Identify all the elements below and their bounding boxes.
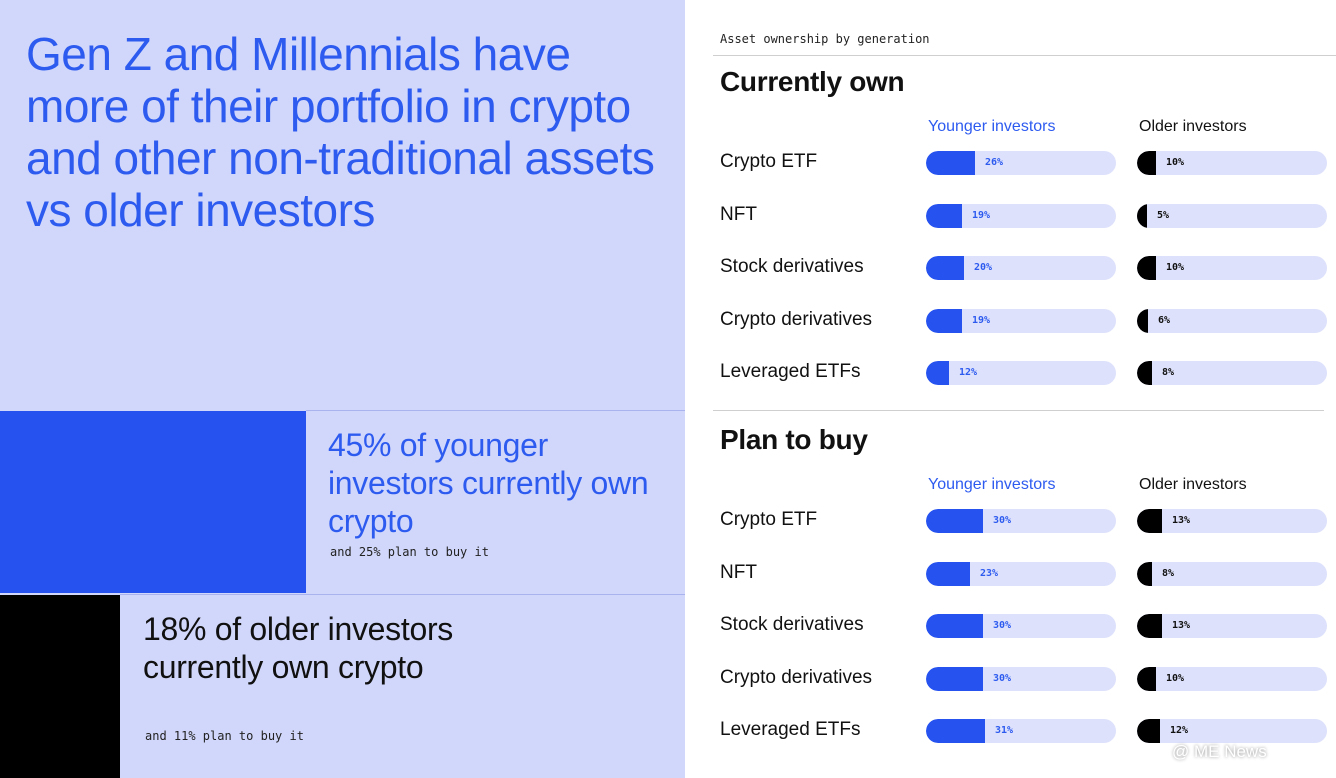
bar-track: 19% [926,309,1116,333]
bar-track: 30% [926,614,1116,638]
bar-older [1137,509,1162,533]
series-name: Older investors [1139,476,1247,493]
bar-track: 5% [1137,204,1327,228]
series-name: Younger investors [928,476,1056,493]
bar-younger [926,361,949,385]
bar-older [1137,614,1162,638]
category-label: NFT [720,562,757,583]
data-label: 10% [1166,673,1185,684]
category-label: Stock derivatives [720,256,864,277]
younger-stat-sub: and 25% plan to buy it [330,545,489,559]
data-label: 31% [995,725,1014,736]
data-label: 30% [993,620,1012,631]
bar-older [1137,667,1156,691]
category-label: Crypto derivatives [720,667,873,688]
bar-older [1137,562,1152,586]
data-label: 8% [1162,367,1175,378]
bar-younger [926,256,964,280]
bar-younger [926,562,970,586]
bar-younger [926,509,983,533]
bar-track: 10% [1137,151,1327,175]
bar-track: 30% [926,509,1116,533]
bar-track: 30% [926,667,1116,691]
data-label: 12% [959,367,978,378]
category-label: Leveraged ETFs [720,361,861,382]
bar-track: 19% [926,204,1116,228]
younger-color-block [0,411,306,593]
data-label: 13% [1172,515,1191,526]
older-color-block [0,595,120,778]
series-name: Older investors [1139,118,1247,135]
data-label: 23% [980,568,999,579]
bar-track: 13% [1137,614,1327,638]
data-label: 10% [1166,157,1185,168]
bar-younger [926,204,962,228]
bar-older [1137,204,1147,228]
bar-track: 20% [926,256,1116,280]
divider [306,410,685,411]
younger-stat-title: 45% of younger investors currently own c… [328,427,649,539]
summary-panel: Gen Z and Millennials have more of their… [0,0,685,778]
bar-older [1137,719,1160,743]
bar-track: 31% [926,719,1116,743]
watermark: @ ME News [1172,742,1267,761]
chart-kicker: Asset ownership by generation [720,32,930,46]
bar-track: 10% [1137,667,1327,691]
bar-track: 12% [1137,719,1327,743]
data-label: 30% [993,515,1012,526]
data-label: 19% [972,315,991,326]
category-label: Crypto derivatives [720,309,873,330]
bar-younger [926,309,962,333]
chart-title: Currently own [720,66,905,97]
data-label: 10% [1166,262,1185,273]
older-stat-title: 18% of older investors currently own cry… [143,611,454,685]
bar-track: 13% [1137,509,1327,533]
data-label: 8% [1162,568,1175,579]
data-label: 6% [1158,315,1171,326]
bar-older [1137,256,1156,280]
category-label: NFT [720,204,757,225]
bar-older [1137,309,1148,333]
bar-track: 12% [926,361,1116,385]
bar-younger [926,667,983,691]
category-label: Crypto ETF [720,151,818,172]
series-name: Younger investors [928,118,1056,135]
bar-track: 10% [1137,256,1327,280]
divider [120,594,685,595]
category-label: Leveraged ETFs [720,719,861,740]
headline: Gen Z and Millennials have more of their… [26,28,655,236]
bar-older [1137,361,1152,385]
older-stat-sub: and 11% plan to buy it [145,729,304,743]
chart-title: Plan to buy [720,424,868,455]
data-label: 20% [974,262,993,273]
divider [713,55,1336,56]
bar-track: 26% [926,151,1116,175]
data-label: 19% [972,210,991,221]
category-label: Stock derivatives [720,614,864,635]
bar-younger [926,614,983,638]
data-label: 5% [1157,210,1170,221]
bar-track: 6% [1137,309,1327,333]
data-label: 13% [1172,620,1191,631]
category-label: Crypto ETF [720,509,818,530]
bar-track: 23% [926,562,1116,586]
divider [713,410,1324,411]
data-label: 26% [985,157,1004,168]
bar-younger [926,719,985,743]
bar-younger [926,151,975,175]
data-label: 12% [1170,725,1189,736]
data-label: 30% [993,673,1012,684]
bar-track: 8% [1137,361,1327,385]
bar-older [1137,151,1156,175]
bar-track: 8% [1137,562,1327,586]
